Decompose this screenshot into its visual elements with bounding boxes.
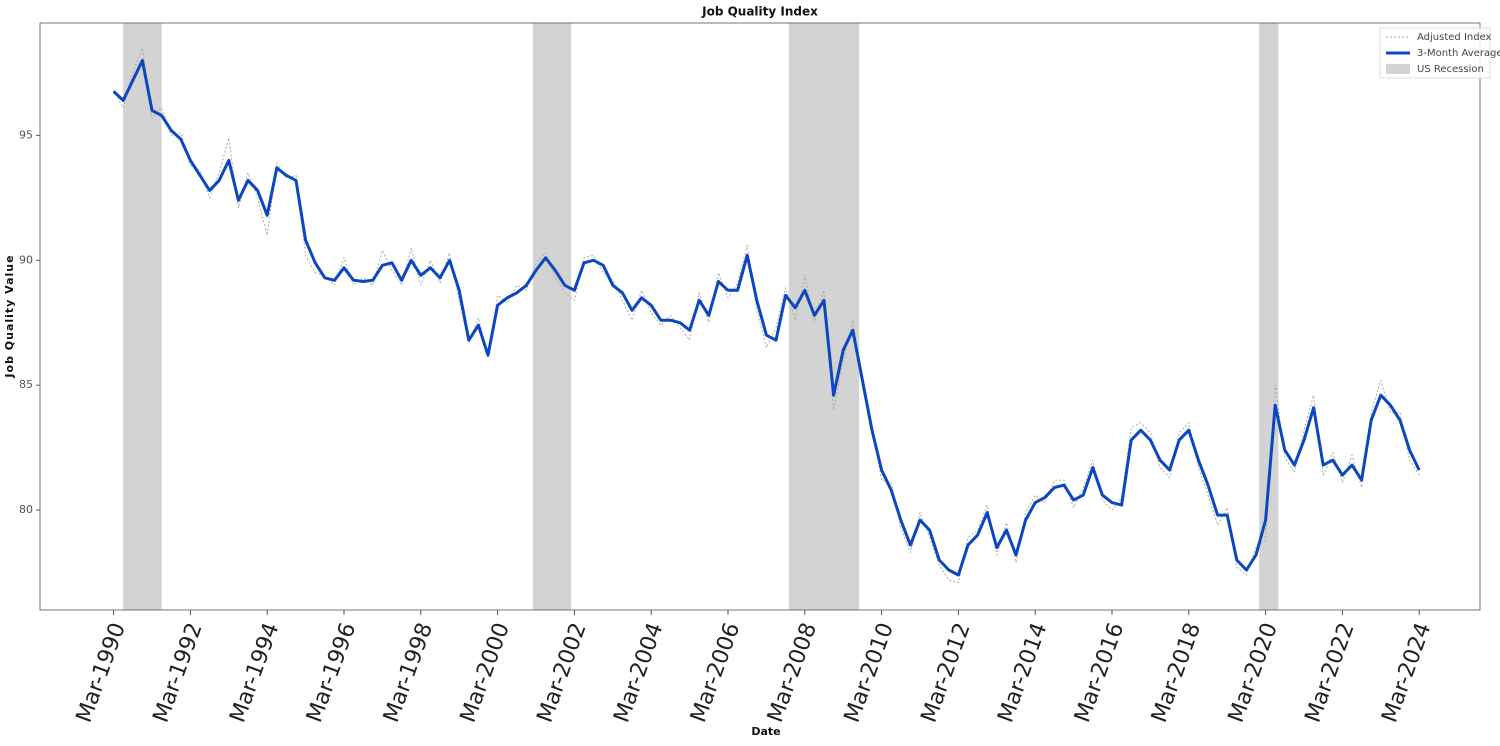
x-tick-label: Mar-1992	[149, 620, 208, 726]
recession-band	[532, 23, 572, 610]
legend-label: Adjusted Index	[1417, 32, 1492, 43]
recession-band	[1259, 23, 1279, 610]
x-tick-label: Mar-1996	[302, 620, 361, 726]
x-tick-label: Mar-2014	[993, 620, 1052, 726]
plot-frame	[39, 22, 1481, 611]
x-tick-label: Mar-2024	[1377, 620, 1436, 726]
chart-title: Job Quality Index	[701, 5, 818, 19]
legend-label: 3-Month Average	[1417, 48, 1500, 59]
x-tick-label: Mar-2012	[917, 620, 976, 726]
y-axis-label: Job Quality Value	[3, 254, 16, 378]
recession-band	[788, 23, 860, 610]
x-tick-label: Mar-1994	[225, 620, 284, 726]
recession-band	[123, 23, 162, 610]
x-axis-label: Date	[751, 725, 780, 738]
x-tick-label: Mar-1990	[72, 620, 131, 726]
series-line	[112, 59, 1421, 577]
x-tick-label: Mar-2022	[1301, 620, 1360, 726]
x-tick-label: Mar-2010	[840, 620, 899, 726]
legend-label: US Recession	[1417, 64, 1484, 75]
y-tick-label: 95	[19, 128, 33, 141]
x-tick-label: Mar-2020	[1224, 620, 1283, 726]
y-tick-label: 85	[19, 378, 33, 391]
y-tick-label: 80	[19, 503, 33, 516]
x-tick-label: Mar-1998	[379, 620, 438, 726]
series-line	[113, 47, 1420, 583]
x-tick-label: Mar-2006	[686, 620, 745, 726]
legend-swatch	[1386, 64, 1410, 74]
x-tick-label: Mar-2016	[1070, 620, 1129, 726]
x-tick-label: Mar-2002	[533, 620, 592, 726]
x-tick-label: Mar-2018	[1147, 620, 1206, 726]
y-tick-label: 90	[19, 253, 33, 266]
x-tick-label: Mar-2004	[609, 620, 668, 726]
x-tick-label: Mar-2008	[763, 620, 822, 726]
x-tick-label: Mar-2000	[456, 620, 515, 726]
